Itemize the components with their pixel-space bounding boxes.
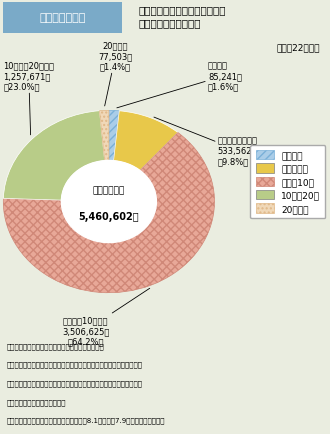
Wedge shape (3, 112, 105, 201)
Text: ２　東日本大震災の影響により、釜石大槌地区行政事務組合消: ２ 東日本大震災の影響により、釜石大槌地区行政事務組合消 (7, 361, 143, 368)
Text: ３分以上５分未満
533,562件
（9.8%）: ３分以上５分未満 533,562件 （9.8%） (154, 118, 258, 166)
Text: 5,460,602件: 5,460,602件 (79, 211, 139, 221)
Text: り集計している。: り集計している。 (7, 398, 66, 405)
Text: ５分以上10分未満
3,506,625件
（64.2%）: ５分以上10分未満 3,506,625件 （64.2%） (62, 289, 150, 345)
Text: ３分未満
85,241件
（1.6%）: ３分未満 85,241件 （1.6%） (117, 62, 242, 108)
Wedge shape (3, 133, 215, 293)
Text: 救急自動車による現場到着所要
時間別出動件数の状況: 救急自動車による現場到着所要 時間別出動件数の状況 (139, 5, 226, 28)
Text: 第２－４－２図: 第２－４－２図 (40, 13, 86, 23)
Bar (3, 3, 122, 34)
Text: （平成22年中）: （平成22年中） (277, 43, 320, 52)
Text: 救急出動件数: 救急出動件数 (93, 186, 125, 195)
Legend: ３分未満, ３分～５分, ５分～10分, 10分～20分, 20分以上: ３分未満, ３分～５分, ５分～10分, 10分～20分, 20分以上 (250, 145, 325, 219)
Wedge shape (100, 111, 109, 161)
Wedge shape (114, 112, 178, 171)
Wedge shape (109, 111, 119, 161)
Text: 防本部及び陸前高田市消防本部のデータは除いた数値によ: 防本部及び陸前高田市消防本部のデータは除いた数値によ (7, 380, 143, 386)
Text: （備考）　１　「救急業務実施状況調」により作成: （備考） １ 「救急業務実施状況調」により作成 (7, 342, 104, 349)
Circle shape (61, 161, 156, 243)
Text: また、現場到着時間の平均は8.1分（前年7.9分）となっている。: また、現場到着時間の平均は8.1分（前年7.9分）となっている。 (7, 417, 165, 424)
Text: 10分以上20分未満
1,257,671件
（23.0%）: 10分以上20分未満 1,257,671件 （23.0%） (3, 62, 54, 135)
Text: 20分以上
77,503件
（1.4%）: 20分以上 77,503件 （1.4%） (98, 42, 133, 107)
